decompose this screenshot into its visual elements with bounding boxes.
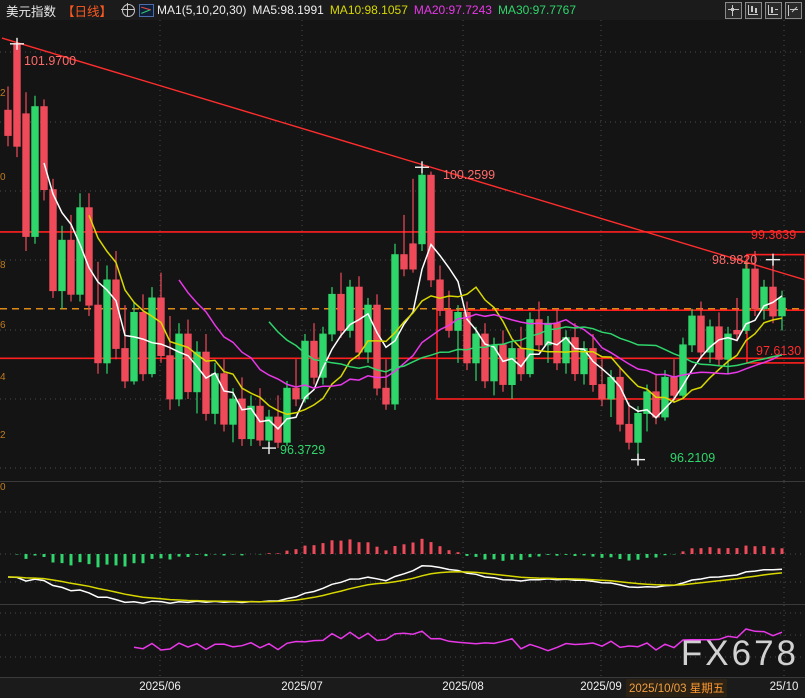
symbol-name: 美元指数 xyxy=(6,4,57,19)
y-axis-label: 8 xyxy=(0,260,6,271)
crosshair-tool-icon[interactable] xyxy=(725,2,742,19)
candlestick-icon[interactable] xyxy=(139,3,155,17)
y-axis-label: 6 xyxy=(0,320,6,331)
y-axis-label: 2 xyxy=(0,430,6,441)
period-label: 【日线】 xyxy=(62,4,113,19)
chart-shift-icon[interactable] xyxy=(765,2,782,19)
cursor-weekday: 星期五 xyxy=(686,683,725,695)
rsi-chart-svg xyxy=(0,605,805,678)
ma20-value: MA20:97.7243 xyxy=(413,3,492,17)
x-axis-tick: 2025/09 xyxy=(580,681,622,693)
high-label-1: 101.9700 xyxy=(24,54,77,68)
ma10-value: MA10:98.1057 xyxy=(329,3,408,17)
x-axis-tick: 25/10 xyxy=(769,681,799,693)
y-axis-label: 4 xyxy=(0,372,6,383)
current-price-label: 97.6130 xyxy=(756,344,802,358)
price-chart-svg xyxy=(0,20,805,482)
trendline-price-label: 98.9820 xyxy=(712,253,758,267)
macd-pane[interactable] xyxy=(0,482,805,605)
x-axis-tick: 2025/08 xyxy=(442,681,484,693)
y-axis-label: 0 xyxy=(0,172,6,183)
pane-divider-3 xyxy=(0,677,805,678)
y-axis-label: 2 xyxy=(0,88,6,99)
rsi-pane[interactable] xyxy=(0,605,805,678)
price-pane[interactable] xyxy=(0,20,805,482)
cursor-date: 2025/10/03 xyxy=(629,683,687,695)
y-axis-label: 0 xyxy=(0,482,6,493)
ma30-value: MA30:97.7767 xyxy=(497,3,576,17)
chart-toolbar xyxy=(725,2,802,19)
macd-chart-svg xyxy=(0,482,805,605)
high-label-2: 100.2599 xyxy=(443,168,496,182)
x-axis[interactable]: 2025/06 2025/07 2025/08 2025/09 25/10 2025/10… xyxy=(0,678,805,698)
chart-scale-icon[interactable] xyxy=(745,2,762,19)
x-axis-tick: 2025/07 xyxy=(281,681,323,693)
crosshair-icon[interactable] xyxy=(121,2,136,17)
chart-header: 美元指数 【日线】 MA1(5,10,20,30) MA5:98.1991 MA… xyxy=(0,0,805,20)
low-label-2: 96.2109 xyxy=(670,451,716,465)
chart-exit-icon[interactable] xyxy=(785,2,802,19)
pane-divider-2 xyxy=(0,604,805,605)
ma5-value: MA5:98.1991 xyxy=(252,3,324,17)
low-label-1: 96.3729 xyxy=(280,443,326,457)
cursor-date-tooltip: 2025/10/03 星期五 xyxy=(626,679,728,697)
ma-indicator-label[interactable]: MA1(5,10,20,30) xyxy=(157,3,247,17)
x-axis-tick: 2025/06 xyxy=(139,681,181,693)
resistance-price-label: 99.3639 xyxy=(751,228,797,242)
pane-divider-1 xyxy=(0,481,805,482)
watermark: FX678 xyxy=(680,634,799,673)
